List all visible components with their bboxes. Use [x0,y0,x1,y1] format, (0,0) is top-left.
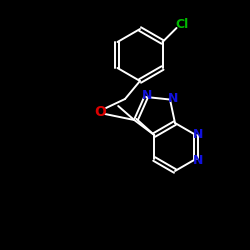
Text: Cl: Cl [175,18,188,30]
Text: O: O [94,105,106,119]
Text: N: N [168,92,178,105]
Text: N: N [192,154,203,166]
Text: N: N [192,128,203,141]
Text: N: N [142,88,152,102]
